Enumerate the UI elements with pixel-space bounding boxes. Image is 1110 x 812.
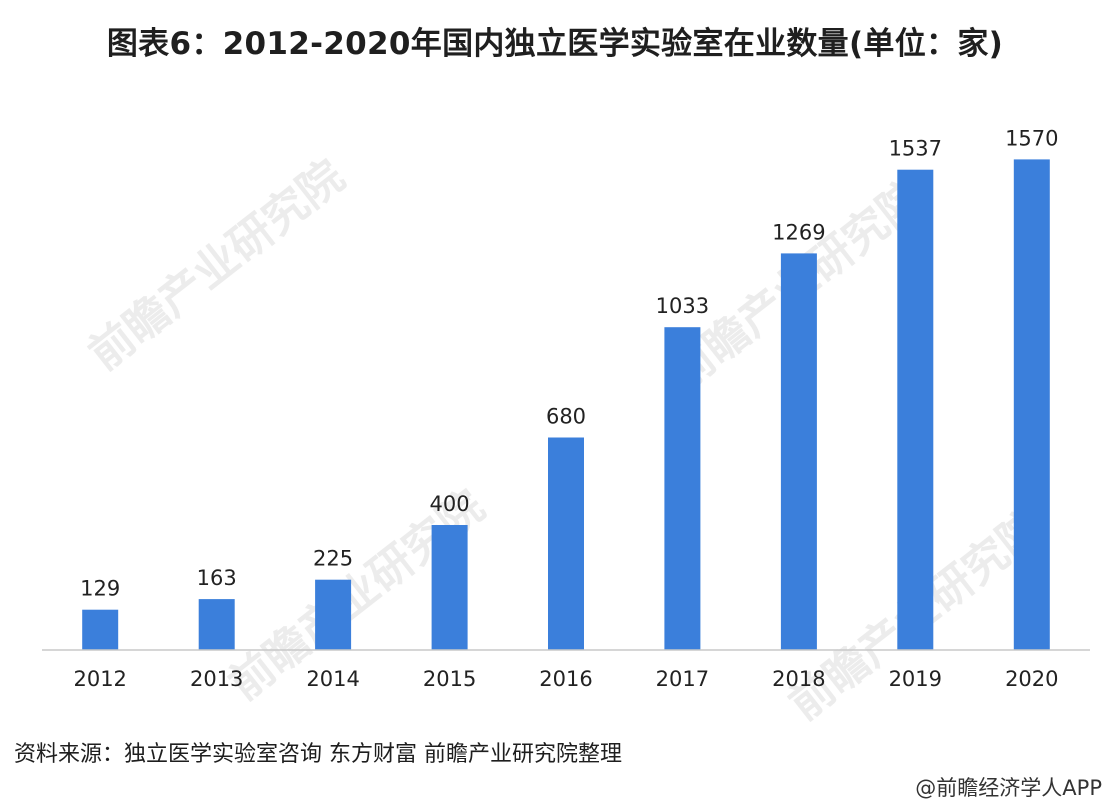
bar-2012 (82, 609, 119, 650)
bar-2018 (780, 253, 817, 650)
bar-2014 (315, 579, 352, 650)
data-label-2016: 680 (546, 405, 586, 429)
data-label-2013: 163 (197, 566, 237, 590)
x-tick-2016: 2016 (539, 667, 592, 691)
value-labels-layer: 129 163 225 400 680 1033 1269 1537 1570 (80, 126, 1058, 600)
data-label-2018: 1269 (772, 220, 825, 244)
bar-2013 (198, 599, 235, 650)
bar-2019 (897, 169, 934, 650)
x-tick-2012: 2012 (73, 667, 126, 691)
data-label-2015: 400 (430, 492, 470, 516)
x-tick-2013: 2013 (190, 667, 243, 691)
data-label-2020: 1570 (1005, 126, 1058, 150)
credit-text: @前瞻经济学人APP (915, 776, 1102, 800)
bar-2016 (548, 437, 584, 650)
x-tick-2018: 2018 (772, 667, 825, 691)
x-tick-2017: 2017 (656, 667, 709, 691)
data-label-2019: 1537 (889, 137, 942, 161)
data-label-2012: 129 (80, 577, 120, 601)
bar-2015 (431, 525, 468, 650)
x-tick-2019: 2019 (889, 667, 942, 691)
data-label-2017: 1033 (656, 294, 709, 318)
x-tick-2014: 2014 (306, 667, 359, 691)
x-tick-2015: 2015 (423, 667, 476, 691)
x-tick-labels-layer: 2012 2013 2014 2015 2016 2017 2018 2019 2020 (73, 667, 1058, 691)
source-note: 资料来源：独立医学实验室咨询 东方财富 前瞻产业研究院整理 (14, 742, 622, 767)
bar-2017 (664, 327, 701, 650)
data-label-2014: 225 (313, 547, 353, 571)
bars-layer (82, 159, 1050, 650)
x-tick-2020: 2020 (1005, 667, 1058, 691)
bar-2020 (1013, 159, 1050, 650)
chart-title: 图表6：2012-2020年国内独立医学实验室在业数量(单位：家) (106, 26, 1004, 62)
